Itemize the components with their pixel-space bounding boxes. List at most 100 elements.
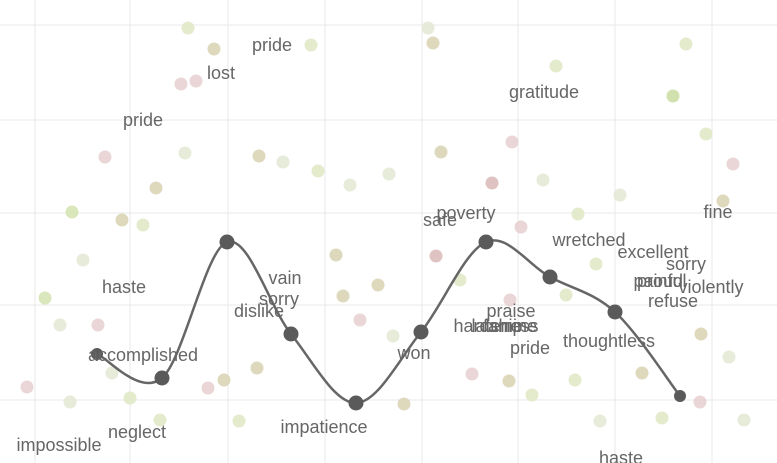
background-point — [426, 36, 440, 50]
background-point — [250, 361, 264, 375]
word-label: pride — [123, 110, 163, 130]
background-point — [20, 380, 34, 394]
word-label: dislike — [234, 301, 284, 321]
background-point — [722, 350, 736, 364]
word-label: famine — [483, 316, 537, 336]
word-label: pride — [510, 338, 550, 358]
word-label: haste — [599, 448, 643, 463]
word-label: won — [396, 343, 430, 363]
background-point — [304, 38, 318, 52]
background-point — [559, 288, 573, 302]
background-point — [353, 313, 367, 327]
word-label: impossible — [16, 435, 101, 455]
path-point — [283, 326, 299, 342]
background-point — [217, 373, 231, 387]
background-point — [386, 329, 400, 343]
word-label: lateness — [471, 316, 538, 336]
background-point — [276, 155, 290, 169]
background-point — [53, 318, 67, 332]
background-point — [382, 167, 396, 181]
background-point — [311, 164, 325, 178]
word-label: praise — [486, 301, 535, 321]
background-point — [434, 145, 448, 159]
background-point — [726, 157, 740, 171]
word-label: painful — [633, 271, 686, 291]
background-point — [98, 150, 112, 164]
background-point — [371, 278, 385, 292]
path-point — [542, 269, 558, 285]
background-point — [174, 77, 188, 91]
background-point — [485, 176, 499, 190]
word-label: hardship — [453, 316, 522, 336]
background-point — [589, 257, 603, 271]
background-point — [571, 207, 585, 221]
word-label: poverty — [436, 203, 495, 223]
background-point — [178, 146, 192, 160]
background-point — [105, 366, 119, 380]
background-point — [593, 414, 607, 428]
background-point — [635, 366, 649, 380]
path-point — [478, 234, 494, 250]
word-label: safe — [423, 210, 457, 230]
background-point — [65, 205, 79, 219]
background-point — [336, 289, 350, 303]
background-point — [505, 135, 519, 149]
word-label: gratitude — [509, 82, 579, 102]
word-label: accomplished — [88, 345, 198, 365]
background-point — [421, 21, 435, 35]
background-point — [63, 395, 77, 409]
background-point — [115, 213, 129, 227]
background-point — [153, 413, 167, 427]
background-point — [207, 42, 221, 56]
word-label: lost — [207, 63, 235, 83]
background-point — [694, 327, 708, 341]
path-point — [91, 348, 103, 360]
word-label: neglect — [108, 422, 166, 442]
background-point — [397, 397, 411, 411]
background-point — [514, 220, 528, 234]
word-label: sorry — [666, 254, 706, 274]
word-label: vain — [268, 268, 301, 288]
background-point — [149, 181, 163, 195]
background-point — [613, 188, 627, 202]
word-label: thoughtless — [563, 331, 655, 351]
background-point — [429, 249, 443, 263]
word-label: pride — [252, 35, 292, 55]
path-point — [348, 395, 364, 411]
path-point — [607, 304, 623, 320]
path-line — [96, 239, 681, 405]
background-point — [329, 248, 343, 262]
background-point — [91, 318, 105, 332]
background-point — [568, 373, 582, 387]
path-point — [413, 324, 429, 340]
word-label: wretched — [551, 230, 625, 250]
word-label: refuse — [648, 291, 698, 311]
background-point — [693, 395, 707, 409]
path-point — [219, 234, 235, 250]
word-label: haste — [102, 277, 146, 297]
background-point — [252, 149, 266, 163]
background-point — [679, 37, 693, 51]
word-label: violently — [678, 277, 743, 297]
background-point — [699, 127, 713, 141]
background-point — [666, 89, 680, 103]
word-label: proud — [637, 271, 683, 291]
background-point — [503, 293, 517, 307]
word-label: fine — [703, 202, 732, 222]
background-point — [549, 59, 563, 73]
background-point — [232, 414, 246, 428]
background-point — [38, 291, 52, 305]
word-label: sorry — [259, 289, 299, 309]
word-label: impatience — [280, 417, 367, 437]
background-point — [189, 74, 203, 88]
background-point — [716, 194, 730, 208]
background-point — [76, 253, 90, 267]
background-point — [123, 391, 137, 405]
background-point — [181, 21, 195, 35]
background-point — [525, 388, 539, 402]
background-point — [502, 374, 516, 388]
word-label: excellent — [617, 242, 688, 262]
background-point — [737, 413, 751, 427]
background-point — [465, 367, 479, 381]
